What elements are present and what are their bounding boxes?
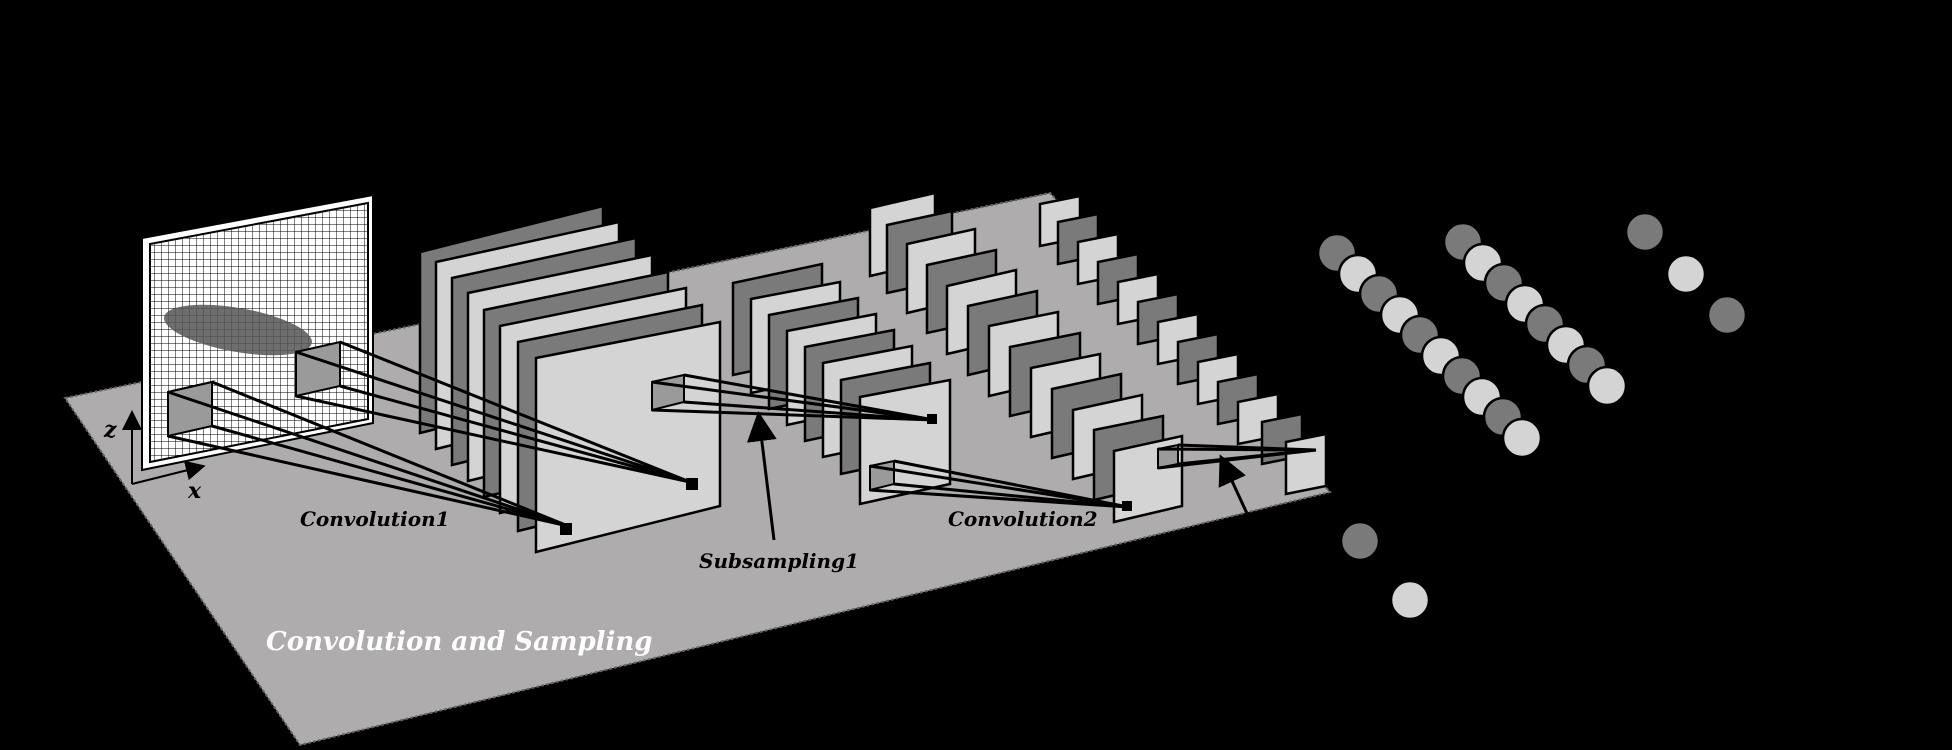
input-image [141, 193, 374, 472]
stage-title: Convolution and Sampling [266, 627, 652, 657]
subsampling2-feature-maps [1038, 194, 1328, 496]
conv1-output-unit-1 [560, 523, 572, 535]
conv1-projection-lines [167, 340, 691, 528]
conv2-projection-lines [869, 459, 1129, 509]
output-layer [1624, 211, 1748, 336]
pointer-arrows [746, 411, 1252, 541]
subsampling1-label: Subsampling1 [699, 549, 859, 573]
convolution1-label: Convolution1 [300, 507, 450, 531]
convolution1-feature-maps [418, 204, 722, 554]
subsampling1-output-unit [927, 414, 937, 424]
convolution2-feature-maps [868, 191, 1184, 524]
fc-layer-2 [1442, 221, 1628, 407]
conv1-output-unit-2 [686, 478, 698, 490]
conv2-output-unit [1122, 501, 1132, 511]
lower-neurons [1339, 520, 1431, 621]
input-receptive-field-2 [295, 340, 341, 398]
fc-layer-1 [1316, 232, 1543, 459]
subsampling-projection-lines [651, 373, 935, 422]
axes-indicator [122, 410, 206, 485]
axis-x-label: x [187, 478, 202, 504]
input-shadow-blob [164, 304, 312, 356]
axis-z-label: z [103, 417, 117, 443]
convolution2-label: Convolution2 [948, 507, 1098, 531]
fully-connected-layers [1316, 211, 1748, 621]
